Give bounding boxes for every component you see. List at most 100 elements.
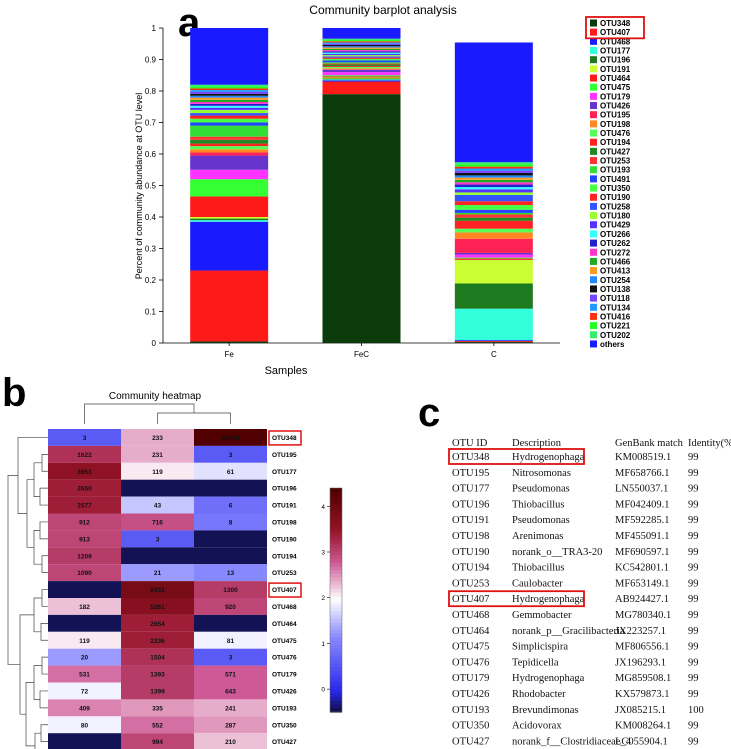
colorbar-tick-label: 1 (321, 641, 325, 648)
barplot-bars (190, 28, 533, 344)
heatmap-cell-label: 43 (154, 503, 162, 510)
barplot-title: Community barplot analysis (309, 3, 456, 17)
colorbar-segment (330, 637, 342, 642)
table-cell: MG859508.1 (615, 673, 671, 684)
colorbar-segment (330, 521, 342, 526)
legend-label: OTU413 (600, 267, 631, 276)
colorbar-tick-label: 2 (321, 595, 325, 602)
table-header-cell: Identity(%) (688, 438, 731, 449)
table-header-cell: GenBank match (615, 438, 684, 449)
heatmap-row-label: OTU198 (272, 519, 297, 526)
bar-segment-otu194 (454, 220, 533, 229)
heatmap-cell (121, 462, 194, 480)
bar-segment-otu196 (454, 283, 533, 309)
bar-segment-otu138 (322, 45, 401, 47)
table-cell: OTU191 (452, 515, 489, 526)
colorbar-segment (330, 663, 342, 668)
bar-segment-otu198 (322, 68, 401, 70)
legend-label: OTU258 (600, 202, 631, 211)
heatmap-cell (194, 496, 267, 514)
heatmap-cell-label: 3 (83, 435, 87, 442)
bar-segment-otu134 (454, 168, 533, 171)
heatmap-cell-label: 20 (81, 655, 89, 662)
legend-label: OTU466 (600, 257, 631, 266)
heatmap-cell-label: 119 (152, 469, 163, 476)
bar-segment-otu413 (190, 97, 269, 100)
heatmap-cell-label: 920 (225, 604, 236, 611)
heatmap-cell-label: 571 (225, 672, 236, 679)
colorbar-segment (330, 502, 342, 508)
bar-segment-otu118 (454, 170, 533, 173)
legend-label: OTU202 (600, 331, 631, 340)
table-cell: Arenimonas (512, 531, 563, 542)
legend-label: OTU134 (600, 303, 631, 312)
panel-letter-c: c (418, 391, 440, 435)
table-cell: 99 (688, 452, 699, 463)
heatmap-cell-label: 6 (229, 503, 233, 510)
colorbar-segment (330, 622, 342, 627)
heatmap-row-label: OTU348 (272, 435, 297, 442)
colorbar-segment (330, 532, 342, 538)
heatmap-cell-label: 233 (152, 435, 163, 442)
heatmap-cell (194, 598, 267, 615)
bar-segment-otu272 (190, 102, 269, 104)
table-cell: KX579873.1 (615, 689, 670, 700)
bar-segment-otu426 (190, 155, 269, 170)
colorbar-segment (330, 491, 342, 497)
barplot-y-tick-label: 0.6 (145, 150, 157, 159)
legend-swatch (590, 331, 597, 339)
colorbar-tick-label: 0 (321, 687, 325, 694)
heatmap-cell (48, 631, 121, 649)
heatmap-cell (121, 564, 194, 582)
bar-segment-otu191 (190, 217, 269, 219)
colorbar-segment (330, 611, 342, 616)
row-dendrogram-branch (39, 487, 48, 506)
bar-segment-otu262 (322, 51, 401, 53)
heatmap-cell (194, 733, 267, 749)
bar-segment-otu221 (190, 86, 269, 89)
heatmap-row-label: OTU253 (272, 570, 297, 577)
colorbar-segment (330, 499, 342, 504)
colorbar-segment (330, 517, 342, 523)
heatmap-cell-label: 1393 (150, 672, 165, 679)
bar-segment-otu191 (322, 77, 401, 79)
heatmap-cell (121, 479, 194, 497)
table-cell: JX085215.1 (615, 705, 666, 716)
bar-segment-otu468 (190, 221, 269, 271)
heatmap-cell-label: 1622 (77, 452, 92, 459)
colorbar-segment (330, 562, 342, 567)
heatmap-cell-label: 3 (229, 655, 233, 662)
bar-segment-otu407 (454, 341, 533, 343)
table-cell: OTU195 (452, 468, 489, 479)
heatmap-cell-label: 912 (79, 519, 90, 526)
colorbar-tick-label: 4 (321, 504, 325, 511)
colorbar-segment (330, 659, 342, 665)
legend-label: OTU253 (600, 157, 631, 166)
bar-segment-others (322, 28, 401, 39)
colorbar-segment (330, 577, 342, 582)
bar-segment-otu193 (190, 125, 269, 137)
heatmap-cell (194, 581, 267, 598)
bar-segment-otu426 (322, 69, 401, 73)
bar-segment-otu350 (322, 58, 401, 61)
colorbar-segment (330, 551, 342, 556)
colorbar-segment (330, 704, 342, 709)
table-cell: OTU179 (452, 673, 489, 684)
bar-segment-otu196 (322, 78, 401, 80)
table-cell: Thiobacillus (512, 499, 565, 510)
heatmap-cell-label: 913 (79, 536, 90, 543)
table-cell: Pseudomonas (512, 484, 570, 495)
heatmap-cell-label: 1504 (150, 655, 165, 662)
heatmap-cell (48, 445, 121, 463)
legend-swatch (590, 47, 597, 55)
heatmap-cell (194, 648, 267, 666)
bar-segment-otu180 (454, 192, 533, 195)
bar-segment-otu179 (190, 169, 269, 180)
bar-segment-otu350 (454, 205, 533, 210)
barplot-y-tick-label: 0.4 (145, 213, 157, 222)
table-cell: norank_f__Clostridiaceae_4 (512, 736, 632, 747)
heatmap-cell-label: 552 (152, 722, 163, 729)
heatmap-cell (48, 614, 121, 632)
bar-segment-otu476 (454, 228, 533, 233)
table-cell: 99 (688, 515, 699, 526)
